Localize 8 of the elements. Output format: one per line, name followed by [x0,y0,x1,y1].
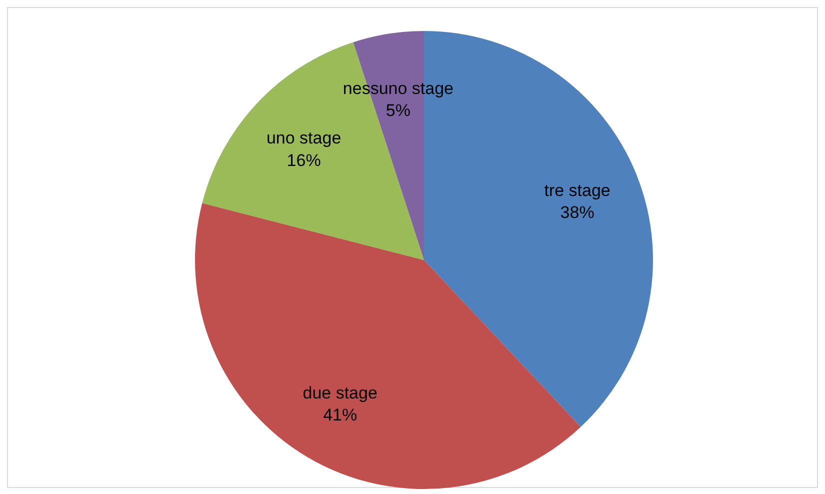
slice-label: due stage [302,384,378,403]
data-label: 5% [386,100,410,120]
slice-label: nessuno stage [342,78,454,98]
data-label: 41% [323,406,358,425]
data-label: 16% [286,150,321,170]
slice-label: uno stage [266,128,342,148]
slice-label: tre stage [544,180,610,200]
data-label: 38% [560,203,594,222]
